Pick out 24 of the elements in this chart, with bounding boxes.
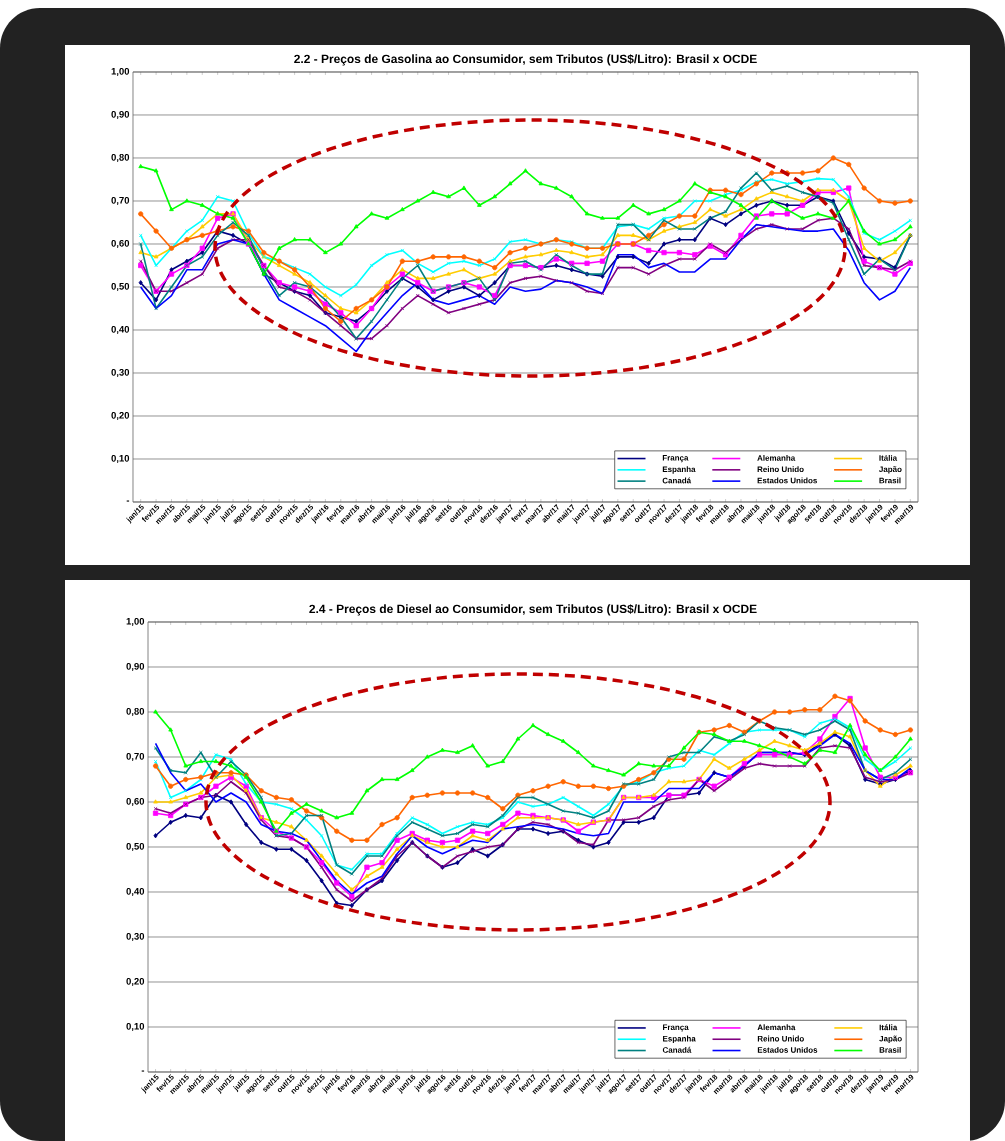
y-tick-label: 0,90 (111, 110, 130, 120)
y-tick-label: 0,30 (111, 368, 130, 378)
y-tick-label: 1,00 (111, 67, 130, 77)
y-tick-label: 0,70 (126, 752, 145, 762)
chart-title: 2.2 - Preços de Gasolina ao Consumidor, sem Tributos (US$/Litro): Brasil x OCDE (294, 54, 757, 66)
y-tick-label: 0,20 (111, 411, 130, 421)
y-tick-label: 0,80 (126, 707, 145, 717)
y-tick-label: 0,70 (111, 196, 130, 206)
y-tick-label: 0,30 (126, 932, 145, 942)
y-tick-label: 0,50 (111, 282, 130, 292)
y-tick-label: 0,80 (111, 153, 130, 163)
y-tick-label: 0,60 (126, 797, 145, 807)
y-tick-label: 0,10 (111, 454, 130, 464)
y-tick-label: 0,40 (126, 887, 145, 897)
y-tick-label: 0,10 (126, 1022, 145, 1032)
chart-title: 2.4 - Preços de Diesel ao Consumidor, sem Tributos (US$/Litro): Brasil x OCDE (309, 604, 757, 616)
y-tick-label: 0,40 (111, 325, 130, 335)
y-tick-label: 0,90 (126, 662, 145, 672)
y-tick-label: - (141, 1070, 145, 1072)
y-tick-label: 1,00 (126, 617, 145, 627)
y-tick-label: - (126, 500, 130, 502)
y-tick-label: 0,20 (126, 977, 145, 987)
y-tick-label: 0,60 (111, 239, 130, 249)
y-tick-label: 0,50 (126, 842, 145, 852)
